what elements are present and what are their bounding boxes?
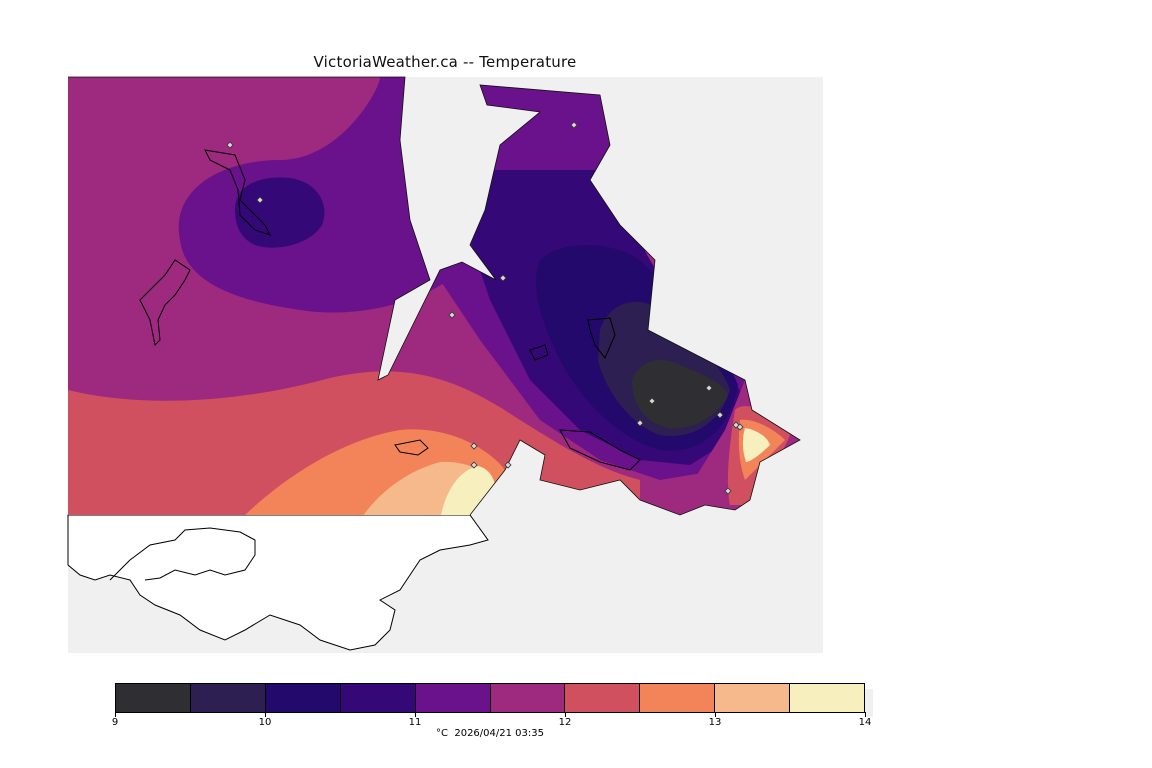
tick-label: 13	[708, 717, 722, 728]
tick-label: 11	[408, 717, 422, 728]
tick-mark	[265, 712, 266, 717]
tick-mark	[865, 712, 866, 717]
legend-swatch	[640, 684, 716, 712]
lake-outline-north	[204, 149, 271, 236]
station-marker	[736, 423, 744, 431]
island-outline-south	[394, 439, 429, 456]
station-marker	[724, 487, 732, 495]
legend-swatch	[340, 684, 416, 712]
legend-swatch	[715, 684, 791, 712]
coastline-main	[68, 76, 801, 516]
tick-label: 12	[558, 717, 572, 728]
tick-label: 10	[258, 717, 272, 728]
station-marker	[570, 121, 578, 129]
legend-swatch	[116, 684, 191, 712]
station-marker	[648, 397, 656, 405]
station-marker	[504, 461, 512, 469]
tick-label: 14	[858, 717, 872, 728]
station-marker	[705, 384, 713, 392]
station-marker	[256, 196, 264, 204]
island-outline-small	[529, 344, 549, 361]
station-marker	[448, 311, 456, 319]
tick-mark	[415, 712, 416, 717]
tick-mark	[715, 712, 716, 717]
legend-swatch	[565, 684, 641, 712]
station-marker	[636, 419, 644, 427]
legend-swatch	[490, 684, 566, 712]
legend-swatch	[265, 684, 341, 712]
station-marker	[226, 141, 234, 149]
legend-swatch	[415, 684, 491, 712]
station-marker	[470, 461, 478, 469]
color-legend	[115, 683, 865, 713]
legend-shadow	[865, 689, 873, 717]
station-marker	[499, 274, 507, 282]
map-title: VictoriaWeather.ca -- Temperature	[313, 53, 577, 71]
tick-mark	[565, 712, 566, 717]
unit-label: °C	[436, 728, 448, 739]
legend-ticks: 9 10 11 12 13 14	[111, 712, 871, 732]
southern-coastline	[109, 527, 256, 581]
tick-label: 9	[111, 717, 119, 728]
station-marker	[470, 442, 478, 450]
tick-mark	[115, 712, 116, 717]
station-markers	[226, 121, 744, 495]
inlet-outline-west	[139, 259, 191, 347]
southern-landmass	[67, 514, 489, 651]
legend-swatch	[190, 684, 266, 712]
legend-footer: °C 2026/04/21 03:35	[0, 728, 980, 739]
station-marker	[716, 411, 724, 419]
legend-swatch	[790, 684, 865, 712]
island-outline-lake	[587, 317, 616, 359]
island-outline-east	[559, 429, 641, 471]
timestamp: 2026/04/21 03:35	[454, 728, 544, 739]
